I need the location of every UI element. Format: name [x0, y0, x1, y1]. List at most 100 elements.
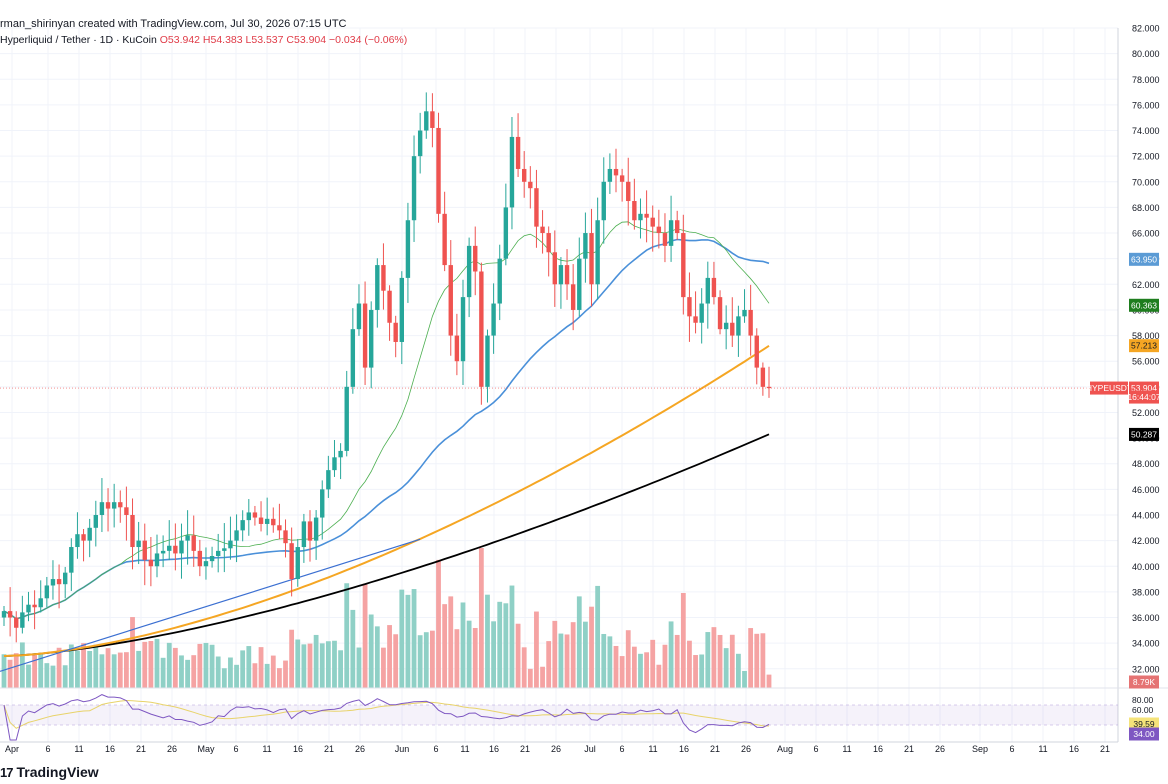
- tradingview-logo[interactable]: 17 TradingView: [0, 764, 99, 780]
- rsi-value-label: 39.59: [1129, 717, 1159, 731]
- x-tick-label: 16: [873, 744, 883, 754]
- candle-body: [185, 535, 190, 541]
- candle-body: [668, 220, 674, 246]
- candle-body: [320, 489, 325, 518]
- candle-body: [252, 512, 258, 518]
- candle-body: [570, 284, 576, 310]
- y-tick-label: 32.000: [1132, 664, 1160, 674]
- x-tick-label: Aug: [777, 744, 793, 754]
- candle-body: [118, 502, 123, 508]
- volume-bar: [503, 603, 509, 688]
- ma200-label: 50.287: [1129, 427, 1159, 441]
- candle-body: [142, 540, 147, 560]
- volume-bar: [240, 650, 246, 688]
- x-tick-label: 21: [520, 744, 530, 754]
- candle-body: [675, 220, 680, 234]
- ma20-line: [3, 221, 770, 620]
- candle-body: [38, 598, 43, 608]
- volume-bar: [68, 644, 74, 688]
- volume-bar: [613, 645, 619, 688]
- rsi-line: [3, 694, 770, 741]
- x-tick-label: 26: [355, 744, 365, 754]
- volume-bar: [687, 640, 692, 688]
- candle-body: [81, 534, 86, 541]
- x-tick-label: 6: [619, 744, 624, 754]
- candle-body: [405, 220, 411, 278]
- y-tick-label: 58.000: [1132, 331, 1160, 341]
- x-tick-label: 11: [262, 744, 271, 754]
- candle-body: [258, 517, 264, 524]
- candle-body: [515, 136, 521, 169]
- candle-body: [607, 168, 613, 182]
- volume-bar: [454, 629, 460, 688]
- candle-body: [63, 572, 68, 585]
- volume-bar: [221, 668, 227, 688]
- volume-bar: [662, 644, 668, 688]
- volume-bar: [381, 647, 386, 688]
- y-tick-label: 42.000: [1132, 536, 1160, 546]
- x-tick-label: 16: [679, 744, 689, 754]
- symbol-name[interactable]: Hyperliquid / Tether · 1D · KuCoin: [0, 34, 157, 46]
- candle-body: [56, 579, 62, 585]
- candle-body: [124, 507, 129, 515]
- volume-label-text: 8.79K: [1133, 677, 1156, 687]
- candle-body: [173, 545, 178, 554]
- volume-bar: [209, 644, 215, 688]
- volume-bar: [625, 630, 631, 688]
- brand-name: TradingView: [16, 764, 99, 780]
- volume-bar: [283, 660, 288, 688]
- volume-bar: [111, 654, 117, 688]
- x-tick-label: 21: [904, 744, 914, 754]
- candle-body: [595, 220, 600, 285]
- candle-body: [197, 550, 203, 567]
- volume-bar: [56, 647, 62, 688]
- y-tick-label: 68.000: [1132, 203, 1160, 213]
- symbol-tag-bg: [1090, 381, 1128, 395]
- y-tick-label: 52.000: [1132, 408, 1160, 418]
- volume-bar: [699, 654, 705, 688]
- candle-body: [7, 611, 13, 618]
- candle-body: [154, 553, 160, 567]
- candle-body: [601, 181, 606, 221]
- y-tick-label: 82.000: [1132, 24, 1160, 34]
- candle-body: [589, 233, 594, 285]
- candle-body: [295, 547, 300, 580]
- volume-bar: [356, 647, 362, 688]
- candle-body: [26, 604, 31, 613]
- y-tick-label: 66.000: [1132, 229, 1160, 239]
- candle-body: [344, 386, 349, 451]
- candle-body: [179, 540, 184, 554]
- ohlc-values: O53.942 H54.383 L53.537 C53.904 −0.034 (…: [159, 34, 408, 46]
- volume-bar: [1, 654, 7, 688]
- ma100-label: 57.213: [1129, 339, 1159, 353]
- x-tick-label: 16: [105, 744, 115, 754]
- volume-bar: [252, 663, 258, 688]
- rsi-ma-label-bg: [1129, 727, 1159, 741]
- volume-bar: [7, 659, 13, 688]
- candle-body: [626, 181, 631, 202]
- candle-body: [730, 322, 735, 336]
- candle-body: [662, 233, 668, 246]
- ma200-label-text: 50.287: [1131, 429, 1157, 439]
- candle-body: [283, 530, 288, 544]
- candle-body: [93, 514, 98, 528]
- volume-bar: [185, 659, 190, 688]
- volume-bar: [607, 636, 613, 688]
- candle-body: [234, 530, 239, 541]
- volume-bar: [179, 655, 184, 688]
- volume-bar: [313, 634, 319, 688]
- candle-body: [522, 168, 527, 182]
- volume-bar: [362, 583, 368, 688]
- candle-body: [399, 277, 404, 342]
- volume-bar: [405, 594, 411, 688]
- candle-body: [301, 521, 307, 548]
- candle-body: [577, 258, 582, 310]
- volume-bar: [197, 643, 203, 688]
- volume-bar: [191, 655, 197, 688]
- candle-body: [436, 127, 441, 214]
- volume-bar: [631, 646, 637, 688]
- candle-body: [491, 303, 496, 336]
- volume-bar: [319, 643, 325, 688]
- volume-bar: [534, 611, 539, 688]
